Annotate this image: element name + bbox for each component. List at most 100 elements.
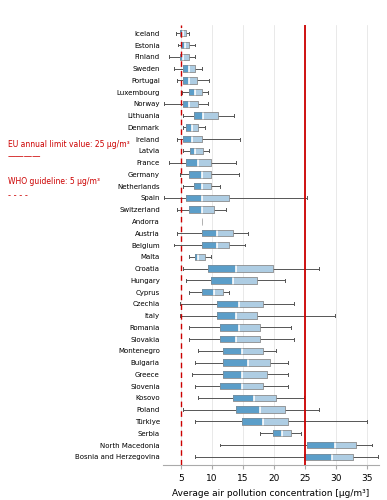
- Bar: [181, 42, 189, 48]
- Bar: [186, 124, 199, 130]
- Bar: [307, 442, 335, 448]
- Bar: [183, 77, 197, 84]
- Bar: [189, 171, 202, 177]
- Bar: [202, 230, 233, 236]
- Bar: [181, 42, 189, 48]
- Bar: [202, 230, 217, 236]
- Text: WHO guideline: 5 μg/m³: WHO guideline: 5 μg/m³: [8, 178, 100, 186]
- Bar: [273, 430, 291, 436]
- Bar: [304, 454, 332, 460]
- Bar: [202, 230, 233, 236]
- Bar: [220, 336, 260, 342]
- Bar: [189, 206, 202, 213]
- Bar: [195, 254, 199, 260]
- Bar: [190, 148, 203, 154]
- Bar: [183, 100, 189, 107]
- Bar: [195, 254, 205, 260]
- Bar: [217, 300, 264, 307]
- Bar: [180, 30, 183, 36]
- Bar: [183, 100, 199, 107]
- Bar: [208, 266, 236, 272]
- Bar: [242, 418, 288, 424]
- Bar: [273, 430, 291, 436]
- Bar: [186, 124, 192, 130]
- Bar: [223, 371, 242, 378]
- Bar: [194, 112, 203, 119]
- Bar: [202, 242, 229, 248]
- Bar: [236, 406, 285, 413]
- Bar: [223, 348, 264, 354]
- Bar: [180, 30, 186, 36]
- Bar: [202, 242, 217, 248]
- Bar: [183, 136, 192, 142]
- Bar: [202, 289, 214, 296]
- Bar: [183, 77, 197, 84]
- Bar: [223, 348, 242, 354]
- Bar: [202, 289, 223, 296]
- Bar: [304, 454, 353, 460]
- Bar: [180, 30, 186, 36]
- Bar: [189, 171, 211, 177]
- Bar: [194, 183, 202, 190]
- Bar: [236, 406, 285, 413]
- Bar: [180, 54, 188, 60]
- Bar: [223, 360, 270, 366]
- Bar: [233, 394, 254, 401]
- Bar: [208, 266, 273, 272]
- Bar: [242, 418, 264, 424]
- Bar: [183, 66, 195, 72]
- Bar: [202, 289, 223, 296]
- Text: ————: ————: [8, 152, 41, 162]
- Bar: [220, 324, 260, 330]
- Bar: [189, 206, 214, 213]
- Bar: [186, 160, 199, 166]
- Bar: [217, 300, 264, 307]
- Bar: [223, 371, 267, 378]
- Bar: [211, 277, 257, 283]
- Bar: [189, 206, 214, 213]
- Bar: [194, 112, 218, 119]
- Bar: [233, 394, 276, 401]
- X-axis label: Average air pollution concentration [μg/m³]: Average air pollution concentration [μg/…: [172, 488, 370, 498]
- Bar: [186, 160, 211, 166]
- Bar: [236, 406, 260, 413]
- Bar: [183, 136, 202, 142]
- Bar: [217, 300, 239, 307]
- Bar: [223, 348, 264, 354]
- Bar: [220, 336, 260, 342]
- Bar: [208, 266, 273, 272]
- Bar: [189, 171, 211, 177]
- Bar: [186, 194, 229, 201]
- Text: EU annual limit value: 25 μg/m³: EU annual limit value: 25 μg/m³: [8, 140, 130, 149]
- Bar: [220, 324, 239, 330]
- Bar: [190, 148, 195, 154]
- Bar: [181, 42, 185, 48]
- Bar: [220, 336, 236, 342]
- Bar: [217, 312, 257, 319]
- Text: - - - -: - - - -: [8, 192, 27, 200]
- Bar: [183, 66, 195, 72]
- Bar: [180, 54, 188, 60]
- Bar: [202, 242, 229, 248]
- Bar: [183, 100, 199, 107]
- Bar: [217, 312, 236, 319]
- Bar: [186, 194, 229, 201]
- Bar: [211, 277, 233, 283]
- Bar: [180, 54, 183, 60]
- Bar: [242, 418, 288, 424]
- Bar: [194, 183, 211, 190]
- Bar: [195, 254, 205, 260]
- Bar: [233, 394, 276, 401]
- Bar: [183, 77, 189, 84]
- Bar: [223, 360, 248, 366]
- Bar: [220, 383, 264, 390]
- Bar: [186, 194, 202, 201]
- Bar: [307, 442, 356, 448]
- Bar: [220, 324, 260, 330]
- Bar: [189, 89, 202, 96]
- Bar: [220, 383, 264, 390]
- Bar: [307, 442, 356, 448]
- Bar: [186, 160, 211, 166]
- Bar: [223, 371, 267, 378]
- Bar: [186, 124, 199, 130]
